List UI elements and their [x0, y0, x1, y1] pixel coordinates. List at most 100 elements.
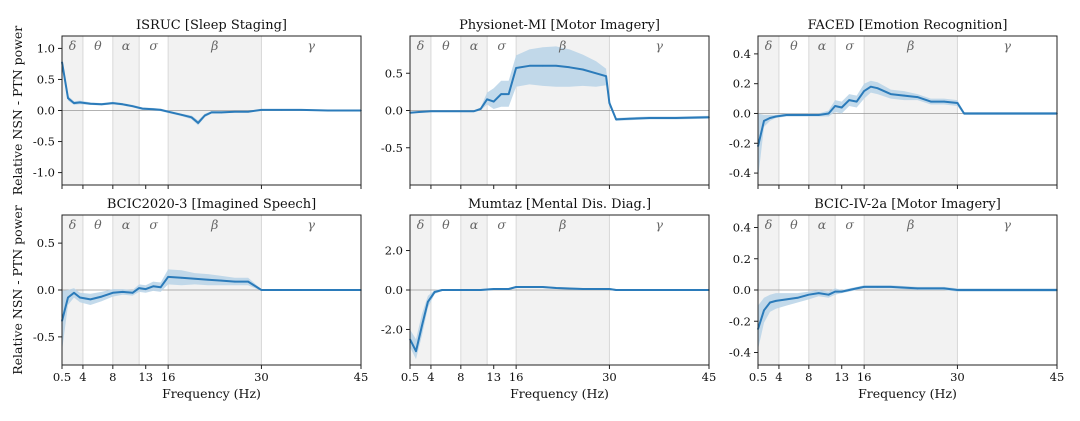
y-tick-label: 0.2: [733, 252, 751, 266]
x-tick-label: 4: [427, 370, 434, 384]
data-point: [840, 290, 843, 293]
band-label: α: [470, 38, 479, 53]
band-label: θ: [790, 38, 798, 53]
data-point: [300, 289, 303, 291]
data-point: [460, 110, 462, 113]
band-label: θ: [94, 38, 102, 53]
data-point: [929, 100, 932, 103]
data-point: [500, 288, 502, 290]
x-axis-label: Frequency (Hz): [858, 386, 957, 401]
data-point: [827, 112, 830, 115]
y-tick-label: -0.4: [729, 166, 751, 180]
data-point: [121, 103, 124, 106]
data-point: [555, 287, 557, 289]
data-point: [280, 289, 283, 291]
data-point: [763, 309, 765, 312]
band-label: α: [470, 217, 479, 232]
x-axis-label: Frequency (Hz): [162, 386, 261, 401]
data-point: [581, 288, 584, 290]
band-label: δ: [69, 38, 77, 53]
data-point: [247, 110, 249, 113]
y-tick-label: -1.0: [33, 166, 55, 180]
x-tick-label: 30: [254, 370, 269, 384]
data-point: [441, 289, 443, 291]
band-label: α: [818, 38, 827, 53]
data-point: [112, 102, 114, 104]
band-label: θ: [442, 38, 450, 53]
data-point: [541, 65, 544, 67]
band-label: σ: [497, 217, 506, 232]
data-point: [445, 110, 447, 113]
data-point: [121, 291, 124, 293]
panel-title: ISRUC [Sleep Staging]: [136, 18, 287, 33]
data-point: [775, 115, 777, 118]
band-label: δ: [765, 38, 773, 53]
series-line: [61, 61, 361, 124]
data-point: [1023, 112, 1025, 115]
band-label: β: [558, 38, 566, 53]
data-point: [916, 287, 919, 290]
panel-2: δ θ α σ β γ Physionet-MI [Motor Imagery] 0.5 0.0…: [381, 18, 710, 189]
data-point: [89, 298, 92, 301]
data-point: [808, 293, 810, 296]
data-point: [500, 93, 502, 95]
band-label: α: [818, 217, 827, 232]
data-point: [466, 289, 469, 291]
x-tick-label: 30: [602, 370, 617, 384]
y-tick-label: 0.0: [385, 283, 403, 297]
data-point: [581, 68, 584, 71]
data-point: [260, 109, 263, 111]
data-point: [876, 87, 879, 89]
data-point: [327, 289, 329, 291]
band-label: δ: [417, 38, 425, 53]
data-point: [79, 101, 81, 104]
data-point: [855, 100, 858, 103]
data-point: [233, 110, 236, 113]
data-point: [280, 109, 283, 111]
panel-title: BCIC-IV-2a [Motor Imagery]: [814, 197, 1001, 212]
band-label: β: [558, 217, 566, 232]
data-point: [159, 286, 162, 288]
data-point: [418, 111, 420, 113]
data-point: [763, 120, 765, 122]
y-tick-label: 0.2: [733, 77, 751, 91]
panel-3: δ θ α σ β γ FACED [Emotion Recognition] 0.4 0.2 0…: [729, 18, 1058, 189]
y-tick-label: 0.0: [385, 104, 403, 118]
data-point: [817, 292, 820, 294]
data-point: [73, 292, 75, 294]
x-tick-label: 13: [138, 370, 153, 384]
data-point: [568, 66, 571, 69]
x-tick-label: 4: [775, 370, 782, 384]
data-point: [141, 107, 144, 110]
series-line: [409, 286, 709, 353]
data-point: [615, 289, 617, 291]
panel-1: δ θ α σ β γ ISRUC [Sleep Staging] 1.0 0.5 0.0 -0.5…: [33, 18, 362, 189]
data-point: [492, 288, 495, 290]
x-tick-label: 13: [486, 370, 501, 384]
data-point: [190, 116, 193, 119]
data-point: [916, 96, 919, 98]
x-tick-label: 8: [457, 370, 464, 384]
data-point: [834, 105, 836, 107]
y-tick-label: -0.4: [729, 346, 751, 360]
x-tick-label: 45: [1050, 370, 1065, 384]
data-point: [996, 112, 999, 115]
data-point: [827, 293, 830, 296]
panel-title: Physionet-MI [Motor Imagery]: [459, 18, 660, 33]
y-tick-label: -0.2: [729, 136, 751, 150]
data-point: [203, 114, 206, 117]
data-point: [473, 110, 475, 113]
data-point: [220, 279, 223, 282]
band-label: β: [906, 217, 914, 232]
data-point: [943, 287, 945, 290]
data-point: [648, 117, 651, 119]
data-point: [528, 286, 531, 288]
data-point: [67, 296, 69, 299]
data-point: [956, 102, 959, 104]
panel-title: BCIC2020-3 [Imagined Speech]: [107, 197, 316, 212]
data-point: [605, 75, 607, 78]
data-point: [79, 296, 81, 299]
x-tick-label: 16: [857, 370, 872, 384]
confidence-band: [758, 80, 1057, 179]
data-point: [507, 93, 510, 95]
